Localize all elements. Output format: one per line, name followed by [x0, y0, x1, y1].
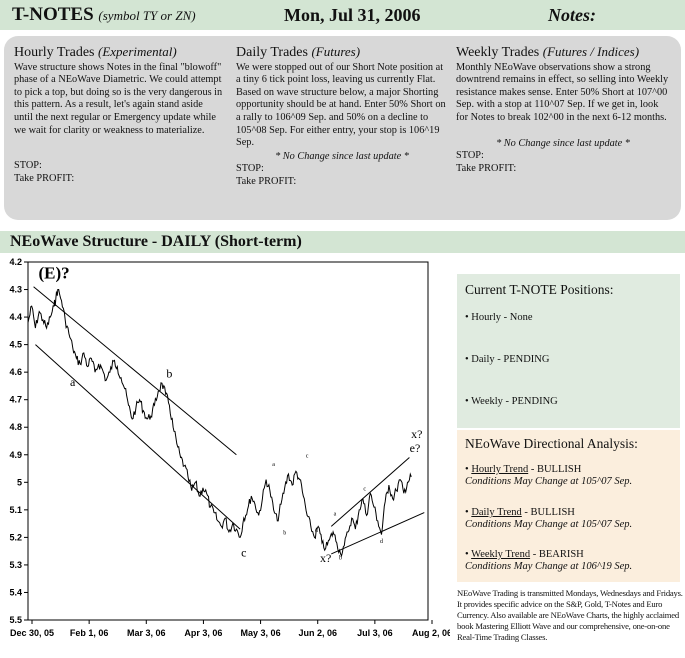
trend-daily: • Daily Trend - BULLISH Conditions May C… [465, 507, 633, 530]
page-header: T-NOTES (symbol TY or ZN) Mon, Jul 31, 2… [0, 0, 685, 30]
x-tick-label: Apr 3, 06 [184, 628, 222, 638]
daily-chart: 4.2 4.3 4.4 4.5 4.6 4.7 4.8 4.9 5 5.1 5.2 5.3 5.4 5.5… [0, 256, 450, 658]
hourly-stop: STOP: [14, 160, 42, 172]
y-tick-label: 5.4 [9, 587, 22, 597]
x-tick-label: Aug 2, 06 [412, 628, 450, 638]
wave-label: (E)? [38, 264, 69, 283]
position-hourly: • Hourly - None [465, 312, 533, 323]
y-tick-label: 4.4 [9, 312, 22, 322]
trend-daily-condition: Conditions May Change at 105^07 Sep. [465, 519, 633, 530]
y-tick-label: 4.5 [9, 340, 22, 350]
y-tick-label: 4.9 [9, 450, 22, 460]
x-tick-label: Feb 1, 06 [70, 628, 109, 638]
positions-title: Current T-NOTE Positions: [465, 282, 614, 297]
wave-label: e? [410, 441, 421, 455]
positions-panel: Current T-NOTE Positions: • Hourly - Non… [457, 274, 680, 428]
daily-no-change: * No Change since last update * [275, 150, 409, 162]
position-daily: • Daily - PENDING [465, 354, 550, 365]
wave-label: x? [320, 551, 331, 565]
trend-hourly-condition: Conditions May Change at 105^07 Sep. [465, 476, 633, 487]
wave-label: d [315, 528, 318, 534]
y-tick-label: 5.2 [9, 532, 22, 542]
chart-svg: 4.2 4.3 4.4 4.5 4.6 4.7 4.8 4.9 5 5.1 5.2 5.3 5.4 5.5… [9, 257, 450, 638]
instrument-title: T-NOTES [12, 4, 94, 25]
hourly-trades: Hourly Trades (Experimental) Wave struct… [14, 44, 224, 185]
wave-label: x? [411, 427, 422, 441]
page-title: T-NOTES (symbol TY or ZN) [12, 4, 196, 26]
daily-trades-heading: Daily Trades (Futures) [236, 44, 361, 60]
trend-weekly: • Weekly Trend - BEARISH Conditions May … [465, 549, 633, 572]
y-tick-label: 4.2 [9, 257, 22, 267]
wave-label: b [166, 367, 172, 381]
trend-channel-line [331, 512, 425, 555]
daily-stop: STOP: [236, 163, 264, 175]
y-tick-label: 5.3 [9, 560, 22, 570]
hourly-trades-heading: Hourly Trades (Experimental) [14, 44, 177, 60]
weekly-trades-body: Monthly NEoWave observations show a stro… [456, 61, 669, 123]
trend-hourly-label: Hourly Trend [471, 464, 529, 475]
y-tick-label: 4.7 [9, 395, 22, 405]
trend-weekly-value: - BEARISH [530, 549, 584, 560]
daily-trades: Daily Trades (Futures) We were stopped o… [236, 44, 448, 189]
daily-trades-body: We were stopped out of our Short Note po… [236, 61, 446, 149]
hourly-trades-body: Wave structure shows Notes in the final … [14, 61, 223, 136]
y-tick-label: 4.6 [9, 367, 22, 377]
x-tick-label: May 3, 06 [241, 628, 281, 638]
price-series-line [27, 289, 412, 558]
y-tick-label: 4.8 [9, 422, 22, 432]
trend-daily-label: Daily Trend [471, 507, 522, 518]
trend-hourly-value: - BULLISH [528, 464, 582, 475]
wave-label: c [241, 546, 246, 560]
trend-daily-value: - BULLISH [521, 507, 575, 518]
trades-panel: Hourly Trades (Experimental) Wave struct… [4, 36, 681, 220]
x-tick-label: Jun 2, 06 [298, 628, 337, 638]
y-tick-label: 5.1 [9, 505, 22, 515]
report-date: Mon, Jul 31, 2006 [284, 5, 421, 25]
weekly-no-change: * No Change since last update * [496, 137, 630, 149]
weekly-trades-heading: Weekly Trades (Futures / Indices) [456, 44, 640, 60]
daily-take-profit: Take PROFIT: [236, 175, 297, 187]
trend-channel-line [33, 286, 237, 456]
wave-label: a [70, 375, 76, 389]
weekly-stop: STOP: [456, 150, 484, 162]
y-tick-label: 5 [17, 477, 22, 487]
footer-note: NEoWave Trading is transmitted Mondays, … [457, 588, 683, 642]
section-header: NEoWave Structure - DAILY (Short-term) [0, 231, 685, 253]
hourly-take-profit: Take PROFIT: [14, 172, 75, 184]
trend-channel-line [35, 344, 241, 530]
weekly-take-profit: Take PROFIT: [456, 162, 517, 174]
x-tick-label: Dec 30, 05 [10, 628, 54, 638]
trend-weekly-label: Weekly Trend [471, 549, 531, 560]
weekly-trades: Weekly Trades (Futures / Indices) Monthl… [456, 44, 670, 175]
x-tick-label: Mar 3, 06 [127, 628, 166, 638]
notes-label: Notes: [548, 5, 596, 25]
trend-channel-line [330, 457, 410, 527]
plot-area-frame [27, 261, 429, 621]
wave-label: b [283, 531, 286, 537]
y-tick-label: 4.3 [9, 285, 22, 295]
wave-label: a [334, 511, 337, 517]
position-weekly: • Weekly - PENDING [465, 396, 558, 407]
trend-hourly: • Hourly Trend - BULLISH Conditions May … [465, 464, 633, 487]
directional-panel: NEoWave Directional Analysis: • Hourly T… [457, 430, 680, 582]
wave-label: b [339, 555, 342, 561]
x-tick-label: Jul 3, 06 [357, 628, 393, 638]
symbol-note: (symbol TY or ZN) [98, 8, 196, 23]
wave-label: c [363, 487, 366, 493]
y-tick-label: 5.5 [9, 615, 22, 625]
directional-title: NEoWave Directional Analysis: [465, 436, 638, 451]
wave-label: c [306, 454, 309, 460]
wave-label: d [380, 539, 383, 545]
wave-label: a [272, 462, 275, 468]
trend-weekly-condition: Conditions May Change at 106^19 Sep. [465, 561, 633, 572]
section-title: NEoWave Structure - DAILY (Short-term) [10, 233, 302, 250]
